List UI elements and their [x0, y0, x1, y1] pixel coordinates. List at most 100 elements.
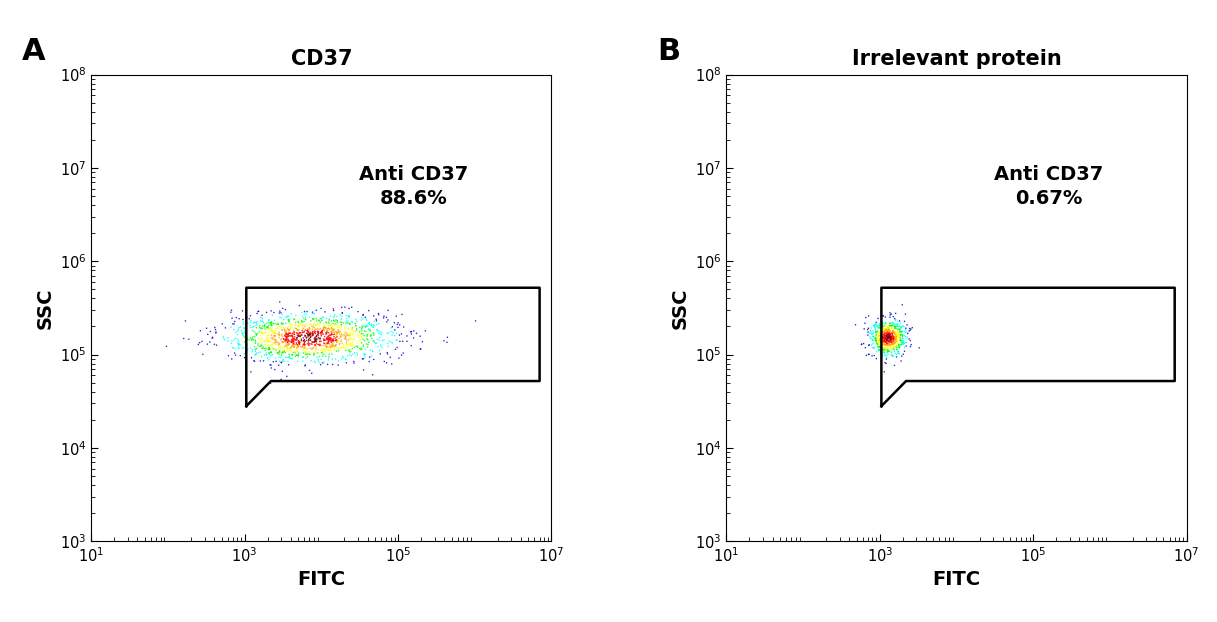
- Point: [875, 330, 894, 340]
- Point: [275, 332, 295, 341]
- Point: [885, 337, 904, 346]
- Point: [295, 317, 314, 327]
- Point: [316, 333, 336, 343]
- Point: [871, 344, 891, 354]
- Point: [297, 339, 316, 349]
- Point: [309, 352, 329, 362]
- Point: [299, 346, 319, 356]
- Point: [885, 330, 904, 340]
- Point: [332, 354, 352, 364]
- Point: [318, 341, 337, 351]
- Point: [361, 319, 381, 329]
- Point: [303, 313, 323, 323]
- Point: [274, 355, 293, 364]
- Point: [259, 334, 279, 344]
- Point: [248, 307, 268, 317]
- Point: [305, 325, 325, 335]
- Point: [320, 324, 340, 334]
- Point: [279, 315, 298, 325]
- Point: [319, 350, 338, 360]
- Point: [360, 345, 380, 355]
- Point: [229, 313, 248, 323]
- Point: [437, 337, 456, 347]
- Point: [338, 345, 358, 355]
- Point: [369, 326, 388, 336]
- Point: [888, 325, 908, 335]
- Point: [304, 313, 324, 323]
- Point: [350, 328, 370, 338]
- Point: [319, 344, 338, 354]
- Point: [338, 312, 358, 322]
- Point: [259, 323, 279, 333]
- Point: [309, 328, 329, 338]
- Point: [254, 320, 274, 330]
- Point: [280, 350, 299, 360]
- Point: [249, 327, 269, 337]
- Point: [891, 322, 910, 332]
- Point: [893, 330, 913, 340]
- Point: [262, 320, 281, 330]
- Point: [340, 318, 359, 328]
- Point: [352, 345, 371, 355]
- Point: [314, 312, 333, 322]
- Point: [245, 356, 264, 366]
- Point: [235, 349, 254, 359]
- Point: [298, 327, 318, 337]
- Point: [877, 335, 897, 345]
- Point: [869, 337, 888, 347]
- Point: [304, 334, 324, 344]
- Point: [896, 332, 915, 341]
- Point: [335, 302, 354, 312]
- Point: [857, 350, 876, 360]
- Point: [256, 321, 275, 331]
- Point: [269, 322, 288, 332]
- Point: [256, 343, 275, 353]
- Point: [875, 326, 894, 336]
- Point: [327, 327, 347, 337]
- Point: [875, 312, 894, 322]
- Point: [890, 324, 909, 334]
- Point: [875, 340, 894, 350]
- Point: [308, 328, 327, 338]
- Point: [318, 338, 337, 348]
- Point: [874, 342, 893, 352]
- Point: [348, 307, 368, 317]
- Point: [894, 334, 914, 344]
- Point: [327, 316, 347, 326]
- Point: [259, 348, 279, 358]
- Point: [342, 323, 361, 333]
- Point: [331, 337, 350, 346]
- Point: [358, 322, 377, 332]
- Point: [251, 316, 270, 326]
- Point: [275, 337, 295, 347]
- Point: [304, 320, 324, 330]
- Point: [271, 350, 291, 360]
- Point: [277, 311, 297, 321]
- Point: [316, 323, 336, 333]
- Point: [230, 351, 249, 361]
- Point: [876, 326, 896, 336]
- Point: [264, 338, 284, 348]
- Point: [884, 338, 903, 348]
- Point: [890, 332, 909, 341]
- Point: [298, 337, 318, 347]
- Point: [318, 318, 337, 328]
- Point: [353, 314, 372, 324]
- Point: [354, 349, 374, 359]
- Point: [869, 339, 888, 349]
- Point: [888, 348, 908, 358]
- Point: [340, 325, 359, 335]
- Point: [870, 333, 890, 343]
- Point: [265, 338, 285, 348]
- Point: [874, 339, 893, 349]
- Point: [301, 319, 320, 329]
- Point: [253, 329, 273, 339]
- Point: [297, 350, 316, 360]
- Point: [251, 331, 270, 341]
- Point: [262, 329, 281, 339]
- Point: [868, 340, 887, 350]
- Point: [203, 332, 223, 342]
- Point: [858, 330, 877, 340]
- Point: [301, 339, 320, 349]
- Point: [287, 322, 307, 332]
